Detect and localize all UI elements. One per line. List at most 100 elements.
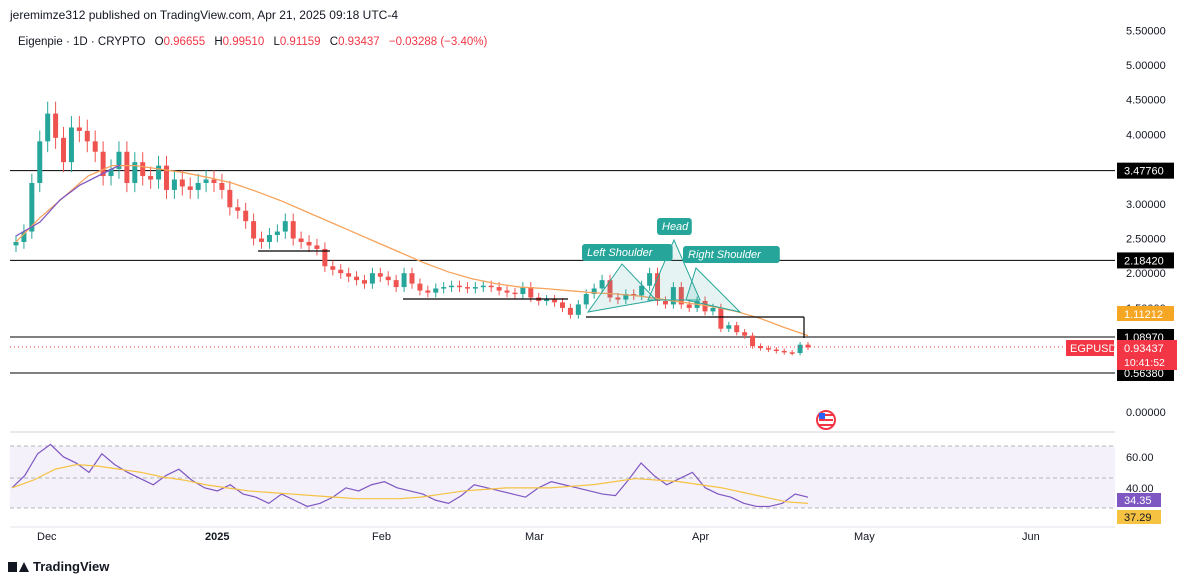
low-label: L xyxy=(273,36,280,48)
candle-body xyxy=(797,344,803,354)
candle-body xyxy=(757,346,763,349)
candle-body xyxy=(346,273,352,277)
candle-body xyxy=(726,325,732,329)
price-tag-label: 1.11212 xyxy=(1124,309,1163,321)
x-tick-label: Feb xyxy=(372,531,391,543)
candle-body xyxy=(552,299,558,303)
price-tag-bg xyxy=(1117,306,1174,321)
candle-body xyxy=(655,273,661,301)
rsi-tick-label: 60.00 xyxy=(1126,452,1154,464)
candle-body xyxy=(449,285,455,288)
candle-body xyxy=(76,127,82,131)
price-tick-label: 4.00000 xyxy=(1126,129,1166,141)
price-tick-label: 5.50000 xyxy=(1126,25,1166,37)
moving-average-line xyxy=(15,164,809,337)
pattern-label: Head xyxy=(662,221,689,233)
candle-body xyxy=(259,238,265,242)
candle-body xyxy=(140,162,146,177)
candle-body xyxy=(227,189,233,208)
close-label: C xyxy=(329,36,339,48)
candle-body xyxy=(314,245,320,249)
brand-label: TradingView xyxy=(33,559,110,574)
candle-body xyxy=(290,221,296,239)
candle-body xyxy=(330,266,336,270)
candle-body xyxy=(92,141,98,152)
footer-brand: TradingView xyxy=(8,559,109,574)
candle-body xyxy=(203,179,209,183)
price-tick-label: 2.00000 xyxy=(1126,268,1166,280)
candle-body xyxy=(219,182,225,190)
flag-stripe xyxy=(819,424,833,426)
candle-body xyxy=(369,273,375,284)
left-shoulder-triangle xyxy=(586,263,658,313)
candle-body xyxy=(781,350,787,353)
candle-body xyxy=(575,304,581,315)
candle-body xyxy=(29,182,35,232)
candle-body xyxy=(742,332,748,336)
rsi-ma-line xyxy=(11,463,809,504)
level-label: 3.47760 xyxy=(1124,166,1164,178)
candle-body xyxy=(354,276,360,281)
candle-body xyxy=(765,348,771,350)
candle-body xyxy=(623,294,629,300)
candle-body xyxy=(773,349,779,352)
price-chart[interactable]: 5.50000 5.00000 4.50000 4.00000 3.00000 2.500… xyxy=(0,0,1195,555)
candle-body xyxy=(385,276,391,281)
candle-body xyxy=(472,287,478,289)
candle-body xyxy=(464,287,470,289)
last-price-tag-bg xyxy=(1117,340,1177,370)
open-value: 0.96655 xyxy=(163,36,206,48)
candle-body xyxy=(520,287,526,295)
candle-body xyxy=(662,300,668,305)
candle-body xyxy=(338,269,344,274)
candle-body xyxy=(282,221,288,232)
level-label-bg xyxy=(1117,162,1174,179)
x-tick-label: Mar xyxy=(525,531,544,543)
candle-body xyxy=(607,280,613,298)
rsi-value-bg xyxy=(1117,493,1161,507)
low-value: 0.91159 xyxy=(279,36,321,48)
candle-body xyxy=(789,352,795,354)
flag-canton xyxy=(819,413,825,419)
candle-body xyxy=(274,231,280,236)
candle-body xyxy=(251,221,257,239)
rsi-tick-label: 40.00 xyxy=(1126,483,1154,495)
open-label: O xyxy=(154,36,164,48)
candle-body xyxy=(361,280,367,284)
candle-body xyxy=(148,176,154,180)
candle-body xyxy=(591,288,597,295)
candle-body xyxy=(631,294,637,296)
head-triangle xyxy=(647,238,701,301)
candle-body xyxy=(496,287,502,291)
price-tick-label: 2.50000 xyxy=(1126,234,1166,246)
price-tick-label: 5.00000 xyxy=(1126,60,1166,72)
candle-body xyxy=(298,238,304,242)
close-value: 0.93437 xyxy=(338,36,380,48)
candle-body xyxy=(171,179,177,190)
candle-body xyxy=(417,283,423,291)
candle-body xyxy=(187,186,193,190)
candle-body xyxy=(100,151,106,177)
x-tick-label: May xyxy=(854,531,875,543)
candle-body xyxy=(639,285,645,296)
flag-stripe xyxy=(819,414,833,416)
candle-body xyxy=(805,344,811,348)
level-label: 0.56380 xyxy=(1124,368,1164,380)
candle-body xyxy=(750,335,756,347)
legend-symbol: Eigenpie · 1D · CRYPTO xyxy=(18,36,146,48)
candle-body xyxy=(425,290,431,293)
last-price-label: 0.93437 xyxy=(1124,343,1164,355)
price-tick-label: 0.00000 xyxy=(1126,407,1166,419)
candle-body xyxy=(686,304,692,308)
pattern-label-bg xyxy=(582,244,673,261)
candle-body xyxy=(433,288,439,293)
candle-body xyxy=(108,169,114,177)
candle-body xyxy=(409,273,415,284)
level-label-bg xyxy=(1117,252,1174,269)
high-value: 0.99510 xyxy=(222,36,265,48)
candle-body xyxy=(678,287,684,305)
pattern-label-bg xyxy=(657,218,692,235)
candle-body xyxy=(132,162,138,183)
candle-body xyxy=(322,248,328,267)
x-tick-label: Jun xyxy=(1022,531,1040,543)
